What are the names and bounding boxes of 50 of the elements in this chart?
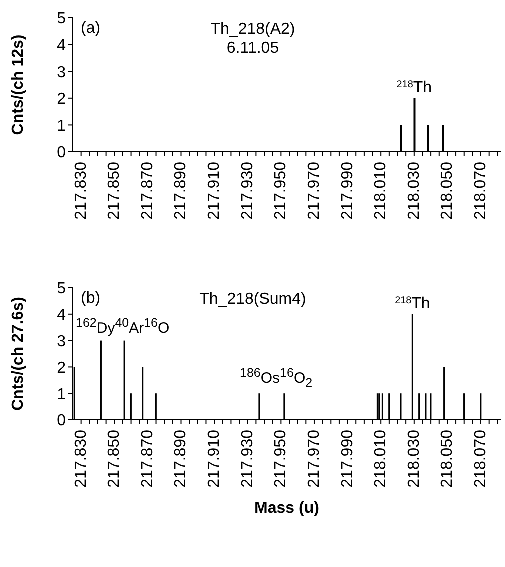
x-tick-label: 218.050	[439, 430, 456, 488]
y-tick-label: 4	[57, 37, 66, 54]
x-tick-label: 218.010	[372, 430, 390, 488]
x-tick-label: 217.990	[339, 430, 356, 488]
y-tick-label: 2	[57, 91, 66, 108]
x-tick-label: 217.850	[106, 430, 124, 488]
annotation: (a)	[81, 20, 101, 38]
x-tick-label: 217.930	[239, 162, 256, 220]
y-tick-label: 3	[57, 333, 66, 350]
x-tick-label: 217.970	[306, 162, 323, 220]
y-tick-label: 5	[57, 10, 66, 28]
x-tick-label: 217.830	[72, 430, 90, 488]
x-tick-label: 218.030	[406, 430, 423, 488]
y-tick-label: 3	[57, 64, 66, 82]
annotation: $^{162}$Dy$^{40}$Ar$^{16}$O	[76, 316, 170, 337]
x-tick-label: 217.950	[272, 162, 290, 220]
x-tick-label: 218.070	[472, 162, 490, 220]
annotation: $^{218}$Th	[395, 294, 430, 312]
x-tick-label: 217.910	[206, 430, 224, 488]
chart-title: Th_218(A2)	[210, 20, 296, 39]
y-tick-label: 5	[57, 280, 66, 298]
y-axis-title: Cnts/(ch 12s)	[10, 34, 28, 136]
y-tick-label: 0	[57, 144, 66, 162]
y-tick-label: 1	[57, 118, 66, 135]
x-tick-label: 218.070	[472, 430, 490, 488]
x-tick-label: 217.950	[272, 430, 290, 488]
text: 6.11.05	[226, 39, 280, 58]
x-tick-label: 217.910	[206, 162, 224, 220]
x-tick-label: 217.890	[172, 162, 190, 220]
annotation: $^{186}$Os$^{16}$O$_{2}$	[240, 366, 313, 390]
x-tick-label: 217.890	[172, 430, 190, 488]
annotation: (b)	[81, 290, 101, 308]
y-tick-label: 0	[57, 412, 66, 430]
chart-title: Th_218(Sum4)	[198, 290, 308, 309]
y-tick-label: 2	[57, 360, 66, 377]
x-tick-label: 218.030	[406, 162, 423, 220]
y-axis-title: Cnts/(ch 27.6s)	[10, 297, 28, 411]
x-tick-label: 217.970	[306, 430, 323, 488]
x-tick-label: 217.870	[139, 162, 156, 220]
x-tick-label: 218.010	[372, 162, 390, 220]
x-tick-label: 217.870	[139, 430, 156, 488]
annotation: $^{218}$Th	[396, 78, 432, 96]
x-tick-label: 218.050	[439, 162, 456, 220]
x-tick-label: 217.990	[339, 162, 356, 220]
x-tick-label: 217.830	[72, 162, 90, 220]
x-tick-label: 217.930	[239, 430, 256, 488]
x-tick-label: 217.850	[106, 162, 124, 220]
x-axis-title: Mass (u)	[254, 500, 320, 518]
y-tick-label: 1	[57, 386, 66, 404]
y-tick-label: 4	[57, 307, 66, 324]
